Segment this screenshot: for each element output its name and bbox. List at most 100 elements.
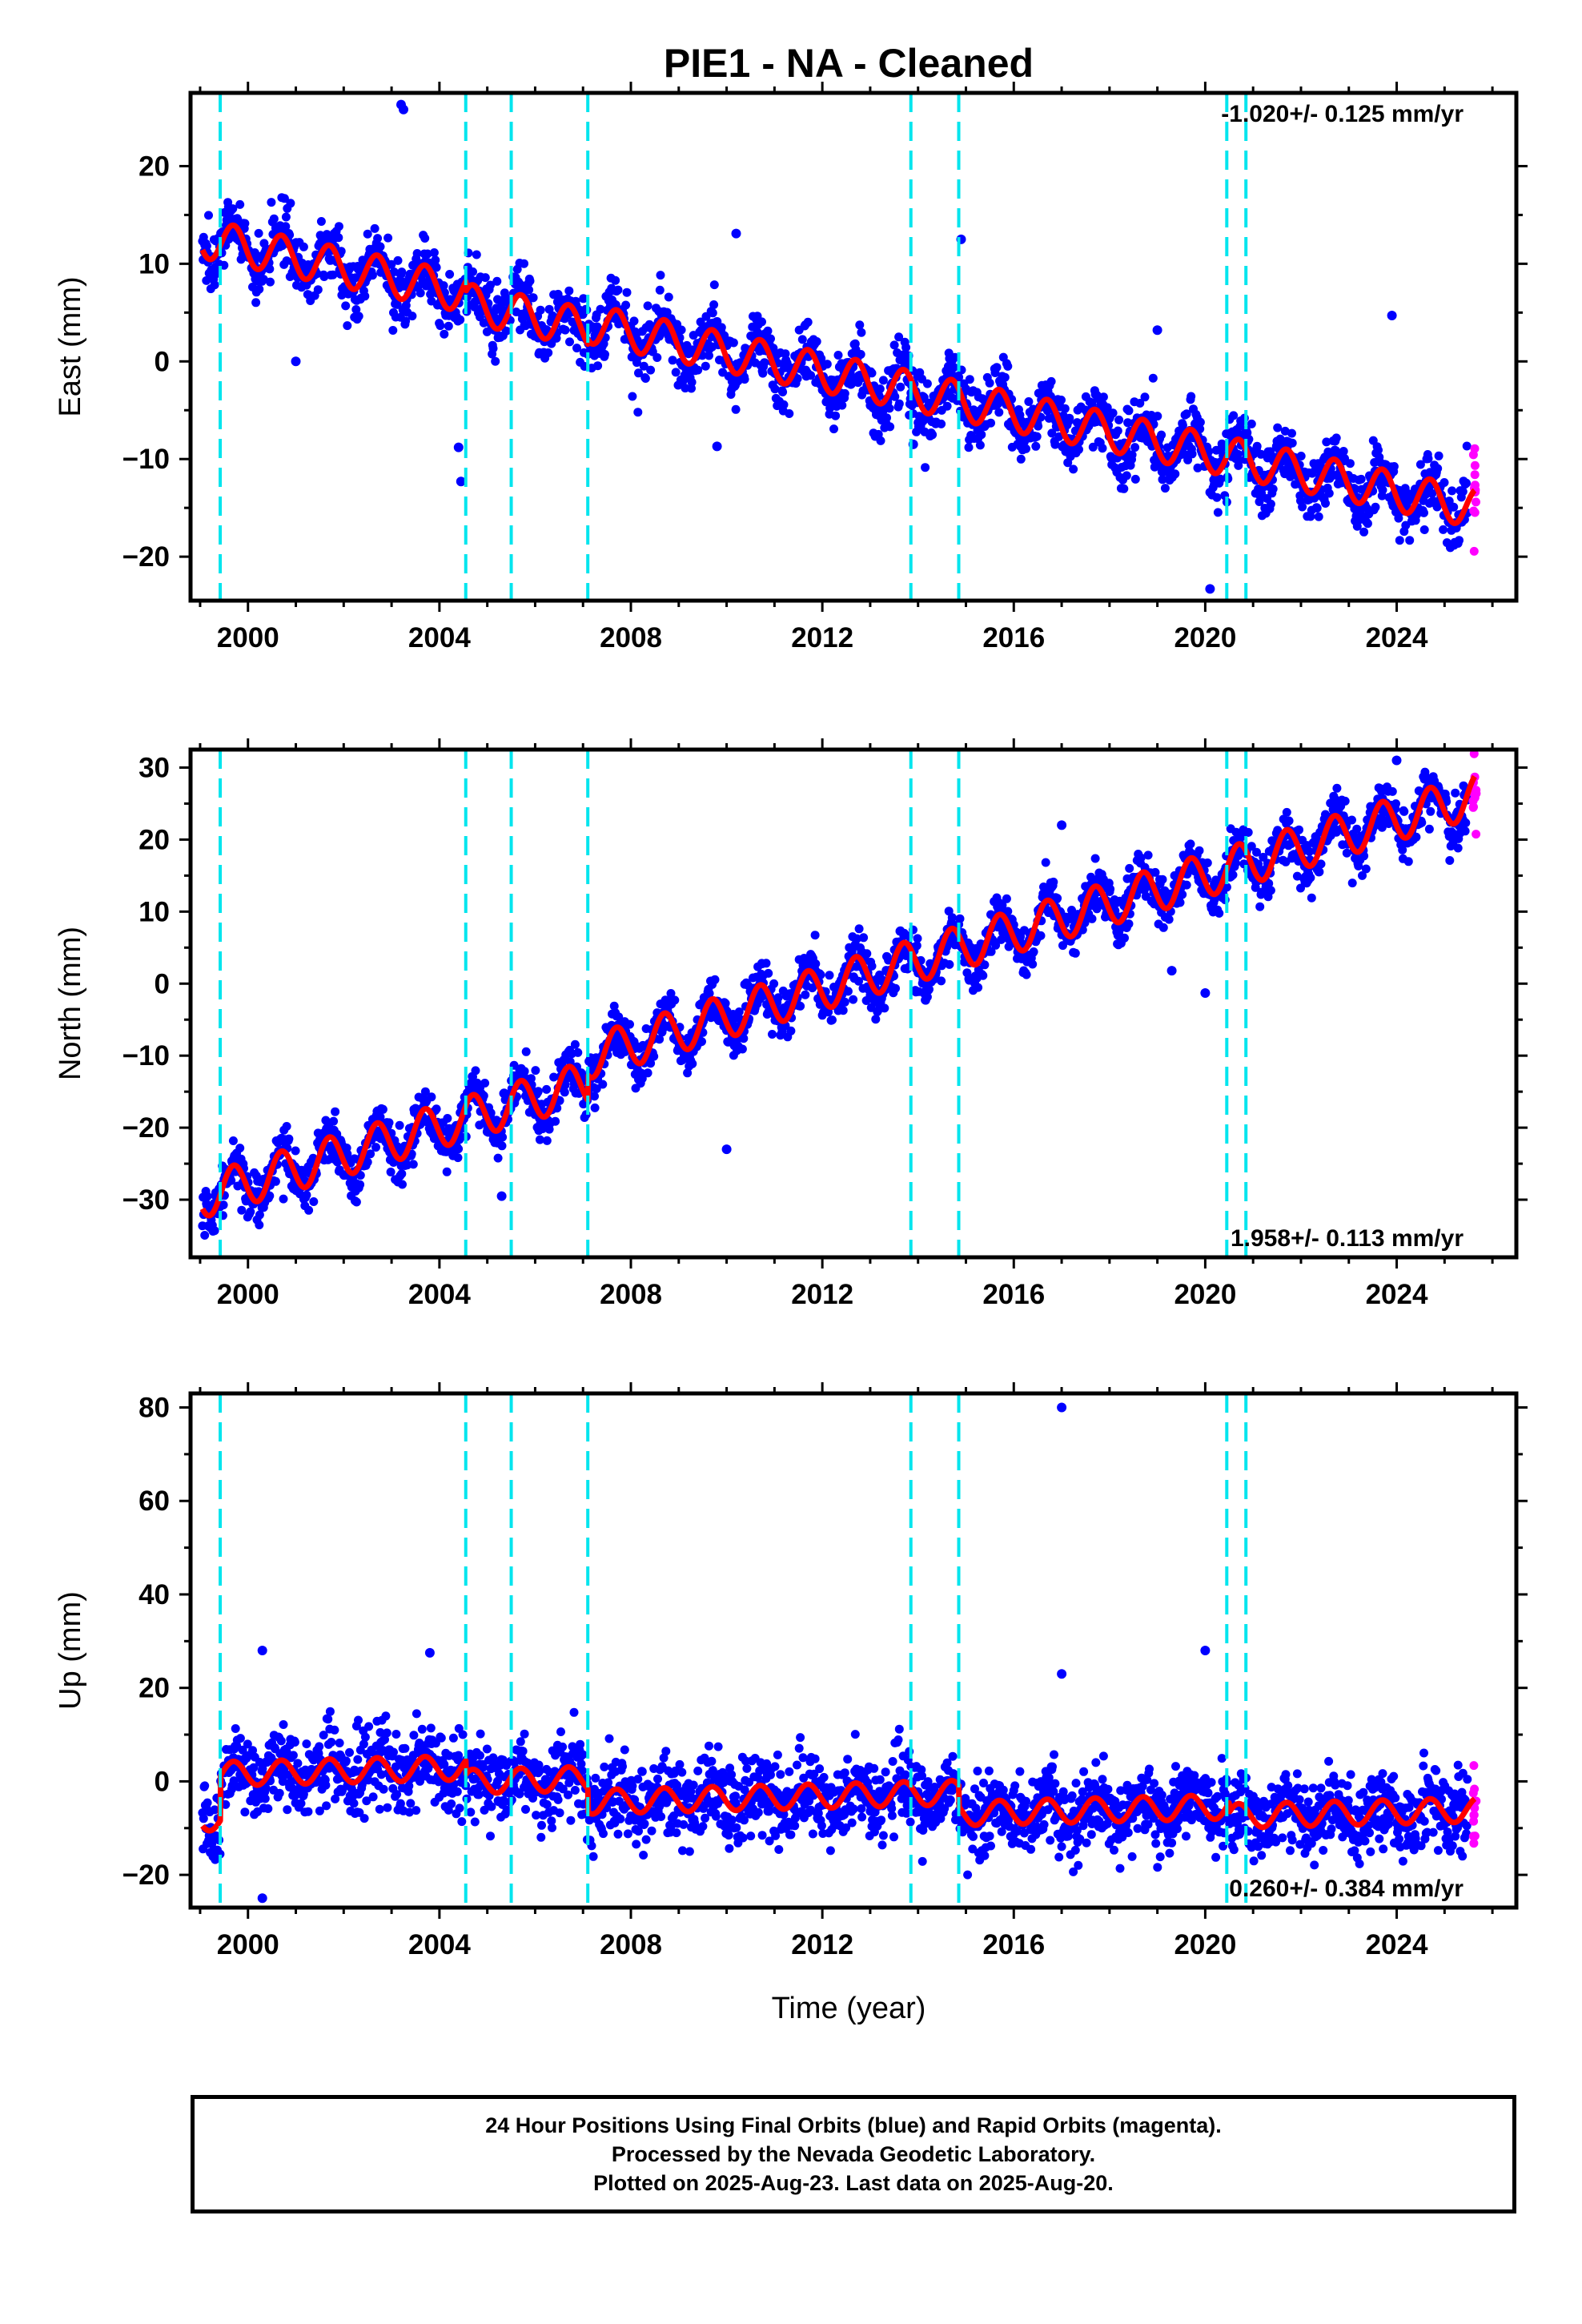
east-point	[210, 280, 219, 290]
east-point	[705, 351, 713, 360]
east-point	[1405, 536, 1415, 545]
east-point	[954, 372, 964, 382]
east-point	[831, 411, 841, 420]
east-point	[1122, 471, 1131, 480]
east-point	[456, 315, 465, 324]
north-point	[542, 1084, 552, 1094]
east-point	[757, 317, 766, 327]
north-point	[849, 995, 858, 1004]
east-point	[803, 317, 813, 327]
north-point	[1002, 894, 1011, 903]
up-point	[199, 1814, 208, 1823]
north-y-tick-label: 20	[139, 824, 170, 855]
east-point	[889, 340, 899, 350]
east-point	[717, 323, 726, 332]
east-point	[985, 378, 994, 388]
east-point	[806, 371, 816, 380]
east-point	[341, 301, 351, 311]
east-point	[885, 422, 895, 432]
east-point	[560, 325, 570, 335]
east-x-tick-label: 2016	[982, 622, 1045, 653]
north-point	[688, 1059, 697, 1068]
east-point	[1266, 499, 1275, 509]
east-point	[279, 194, 289, 203]
east-point	[633, 408, 643, 417]
east-point	[894, 332, 904, 342]
east-point	[1359, 527, 1369, 537]
east-point	[668, 356, 677, 365]
east-point	[1065, 413, 1074, 423]
north-point	[427, 1092, 436, 1102]
east-point	[1113, 426, 1122, 436]
east-point	[429, 248, 439, 257]
east-points	[198, 99, 1480, 594]
east-point	[1024, 397, 1034, 406]
north-point	[955, 914, 965, 923]
east-point	[492, 276, 502, 286]
east-point	[1312, 504, 1322, 513]
east-point	[1069, 464, 1078, 474]
up-point	[203, 1798, 212, 1807]
north-point	[643, 1068, 652, 1078]
east-x-tick-label: 2000	[217, 622, 279, 653]
east-point	[885, 404, 894, 413]
east-point	[600, 350, 609, 359]
east-point	[882, 413, 891, 423]
east-point	[855, 320, 865, 330]
east-point	[1247, 419, 1256, 428]
north-y-axis-title: North (mm)	[54, 927, 87, 1080]
east-point	[1057, 396, 1066, 404]
east-point	[392, 300, 402, 309]
east-point	[655, 285, 665, 295]
east-point	[367, 271, 377, 280]
east-point	[416, 288, 425, 298]
north-outlier-point	[1057, 820, 1067, 830]
north-x-tick-label: 2000	[217, 1279, 279, 1310]
east-point	[251, 298, 261, 308]
east-point	[1047, 428, 1057, 438]
north-point	[859, 933, 869, 943]
east-point	[1187, 449, 1197, 459]
north-point	[1203, 858, 1212, 867]
north-point	[649, 1051, 659, 1061]
east-point	[265, 264, 275, 274]
north-outlier-point	[721, 1144, 732, 1155]
east-point	[709, 300, 719, 309]
east-point	[360, 292, 370, 301]
east-point	[255, 284, 264, 294]
east-point	[412, 249, 422, 258]
east-point	[1433, 464, 1443, 473]
east-point	[202, 275, 211, 285]
north-point	[974, 983, 983, 992]
east-point	[408, 312, 417, 321]
east-point	[857, 328, 866, 337]
north-point	[937, 976, 946, 986]
east-point	[420, 234, 430, 243]
east-point	[965, 375, 974, 384]
east-point	[779, 400, 789, 409]
east-point	[266, 277, 275, 287]
north-point	[531, 1066, 540, 1076]
east-y-axis-title: East (mm)	[54, 276, 87, 416]
north-point	[397, 1169, 407, 1179]
north-point	[1307, 893, 1316, 903]
east-point	[1447, 486, 1457, 496]
north-point	[291, 1146, 300, 1156]
east-point	[621, 300, 631, 310]
east-point	[1157, 430, 1166, 440]
north-point	[1036, 931, 1046, 940]
east-point	[1124, 406, 1134, 416]
north-point	[947, 913, 957, 923]
north-point	[1315, 867, 1324, 877]
north-point	[1255, 902, 1265, 911]
east-point	[328, 270, 338, 279]
east-point	[1462, 441, 1472, 451]
north-point	[1399, 806, 1409, 816]
east-point	[479, 318, 488, 328]
north-point	[570, 1039, 580, 1049]
east-point	[240, 219, 250, 228]
east-point	[228, 204, 238, 214]
east-point	[1252, 441, 1262, 451]
east-point	[770, 384, 780, 394]
north-point	[1195, 846, 1204, 855]
